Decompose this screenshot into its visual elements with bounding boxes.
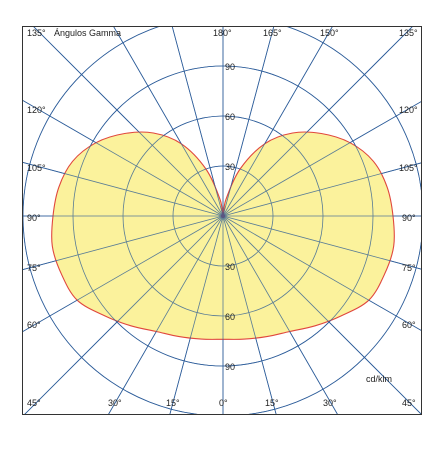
grid-radial-15-overlay — [222, 215, 277, 414]
unit-label: cd/klm — [366, 374, 392, 384]
right-label-90: 90° — [402, 213, 416, 223]
polar-diagram-frame: 30 60 90 30 60 90 135° Ángulos Gamma 180° 165… — [22, 26, 422, 415]
bottom-label-30-right: 30° — [323, 398, 337, 408]
bottom-label-45-right: 45° — [402, 398, 416, 408]
bottom-label-45-left: 45° — [27, 398, 41, 408]
diagram-border — [22, 26, 422, 415]
bottom-label-0: 0° — [219, 398, 228, 408]
bottom-label-30-left: 30° — [108, 398, 122, 408]
top-left-angle-label: 135° — [27, 28, 46, 38]
right-label-75: 75° — [402, 263, 416, 273]
right-label-60: 60° — [402, 320, 416, 330]
bottom-label-15-left: 15° — [166, 398, 180, 408]
grid-radial-300-overlay — [23, 215, 224, 332]
ring-label-upper-60: 60 — [225, 112, 235, 122]
ring-labels: 30 60 90 30 60 90 — [225, 62, 235, 372]
ring-label-lower-90: 90 — [225, 362, 235, 372]
left-label-105: 105° — [27, 163, 46, 173]
ring-label-lower-30: 30 — [225, 262, 235, 272]
top-label-165: 165° — [263, 28, 282, 38]
grid-radial-120-overlay — [222, 101, 421, 217]
grid-radial-150-overlay — [222, 27, 333, 217]
right-label-120: 120° — [399, 105, 418, 115]
grid-radial-255-overlay — [23, 161, 224, 217]
top-right-angle-label: 135° — [399, 28, 418, 38]
ring-label-lower-60: 60 — [225, 312, 235, 322]
grid-radial-105-overlay — [222, 162, 421, 217]
grid-radial-285-overlay — [23, 215, 224, 271]
grid-radial-60-overlay — [222, 215, 421, 331]
ring-label-upper-30: 30 — [225, 162, 235, 172]
grid-radial-330-overlay — [108, 215, 224, 414]
ring-label-upper-90: 90 — [225, 62, 235, 72]
grid-radial-45-overlay — [222, 215, 421, 414]
grid-radial-210-overlay — [113, 27, 224, 217]
title-label: Ángulos Gamma — [54, 28, 121, 38]
grid-radial-240-overlay — [23, 100, 224, 217]
grid-radial-345-overlay — [169, 215, 224, 414]
grid-radial-30-overlay — [222, 215, 338, 414]
top-label-150: 150° — [320, 28, 339, 38]
edge-labels: 135° Ángulos Gamma 180° 165° 150° 135° 1… — [27, 28, 418, 408]
grid-radial-135-overlay — [222, 27, 413, 217]
polar-grid-overlay — [23, 27, 421, 414]
grid-radial-75-overlay — [222, 215, 421, 270]
grid-radial-165-overlay — [222, 27, 275, 217]
grid-radial-315-overlay — [24, 215, 224, 414]
left-label-120: 120° — [27, 105, 46, 115]
left-label-90: 90° — [27, 213, 41, 223]
grid-radial-225-overlay — [33, 27, 224, 217]
bottom-label-15-right: 15° — [265, 398, 279, 408]
polar-intensity-diagram: 30 60 90 30 60 90 135° Ángulos Gamma 180° 165… — [22, 26, 422, 415]
right-label-105: 105° — [399, 163, 418, 173]
left-label-60: 60° — [27, 320, 41, 330]
top-label-180: 180° — [213, 28, 232, 38]
left-label-75: 75° — [27, 263, 41, 273]
grid-radial-195-overlay — [171, 27, 224, 217]
